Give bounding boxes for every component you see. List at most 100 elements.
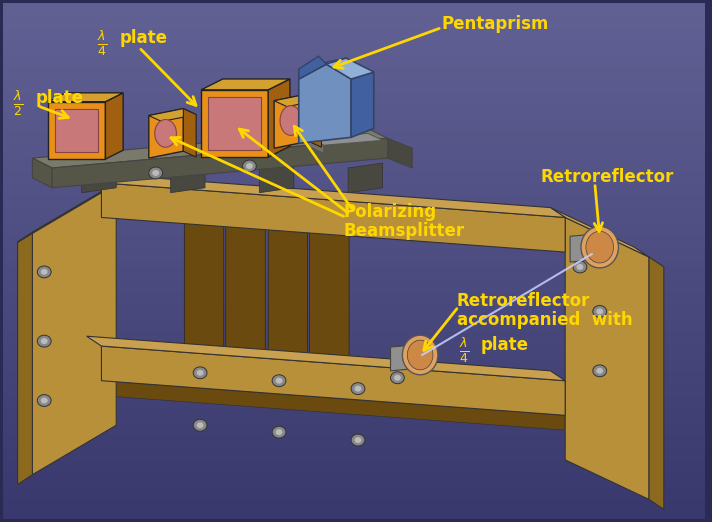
Bar <box>3 131 706 138</box>
Bar <box>3 402 706 409</box>
Polygon shape <box>82 163 116 193</box>
Ellipse shape <box>407 340 433 370</box>
Polygon shape <box>226 197 266 378</box>
Bar <box>3 312 706 319</box>
Bar <box>3 247 706 255</box>
Polygon shape <box>308 134 382 145</box>
Bar <box>3 137 706 145</box>
Polygon shape <box>101 346 565 416</box>
Polygon shape <box>170 163 205 193</box>
Ellipse shape <box>37 335 51 347</box>
Bar <box>3 195 706 203</box>
Bar <box>3 434 706 442</box>
Bar <box>3 112 706 119</box>
Ellipse shape <box>355 386 362 392</box>
Ellipse shape <box>246 163 253 169</box>
Bar <box>3 454 706 461</box>
Bar <box>3 409 706 416</box>
Bar <box>3 350 706 358</box>
Ellipse shape <box>197 370 204 376</box>
Ellipse shape <box>577 264 583 270</box>
Bar <box>3 499 706 506</box>
Bar <box>3 467 706 474</box>
Bar <box>3 480 706 487</box>
Polygon shape <box>268 201 308 383</box>
Bar <box>3 157 706 164</box>
Ellipse shape <box>37 395 51 407</box>
Text: accompanied  with: accompanied with <box>456 312 632 329</box>
Ellipse shape <box>593 305 607 317</box>
Polygon shape <box>18 232 32 484</box>
Bar <box>3 415 706 422</box>
Polygon shape <box>268 79 290 157</box>
Polygon shape <box>274 94 321 106</box>
Text: Pentaprism: Pentaprism <box>442 15 549 33</box>
Polygon shape <box>259 163 294 193</box>
Bar <box>3 202 706 209</box>
Bar <box>3 163 706 171</box>
Polygon shape <box>390 343 434 371</box>
Text: $\frac{\lambda}{4}$: $\frac{\lambda}{4}$ <box>459 336 469 365</box>
Ellipse shape <box>351 383 365 395</box>
Bar <box>3 2 706 9</box>
Bar <box>3 299 706 306</box>
Ellipse shape <box>193 367 207 379</box>
Polygon shape <box>299 64 351 143</box>
Text: Beamsplitter: Beamsplitter <box>343 222 464 241</box>
Bar <box>3 512 706 519</box>
Bar <box>3 344 706 351</box>
Bar <box>3 150 706 158</box>
Bar <box>3 338 706 345</box>
Bar <box>3 21 706 29</box>
Bar <box>3 266 706 274</box>
Polygon shape <box>570 232 614 262</box>
Polygon shape <box>101 183 565 252</box>
Polygon shape <box>48 93 123 102</box>
Bar <box>3 60 706 67</box>
Bar <box>3 15 706 22</box>
Bar <box>3 183 706 190</box>
Polygon shape <box>274 94 308 148</box>
Polygon shape <box>348 163 382 193</box>
Ellipse shape <box>37 266 51 278</box>
Bar <box>3 66 706 74</box>
Polygon shape <box>149 109 183 158</box>
Bar <box>3 241 706 248</box>
Ellipse shape <box>193 419 207 431</box>
Ellipse shape <box>272 375 286 387</box>
Polygon shape <box>184 193 224 374</box>
Ellipse shape <box>41 269 48 275</box>
Polygon shape <box>326 58 374 79</box>
Bar <box>3 28 706 35</box>
Ellipse shape <box>197 422 204 428</box>
Ellipse shape <box>41 338 48 344</box>
Text: Polarizing: Polarizing <box>343 203 436 221</box>
Ellipse shape <box>390 372 404 384</box>
Bar <box>3 292 706 300</box>
Bar <box>3 279 706 287</box>
Bar <box>3 144 706 151</box>
Polygon shape <box>48 102 105 159</box>
Bar <box>3 254 706 261</box>
Bar <box>3 370 706 377</box>
Polygon shape <box>149 109 197 122</box>
Bar <box>3 273 706 280</box>
Bar <box>3 421 706 429</box>
Bar <box>3 376 706 384</box>
Polygon shape <box>201 90 268 157</box>
Ellipse shape <box>351 434 365 446</box>
Bar <box>3 215 706 222</box>
Polygon shape <box>32 128 387 168</box>
Bar <box>3 318 706 326</box>
Bar <box>3 8 706 16</box>
Ellipse shape <box>586 231 614 263</box>
Ellipse shape <box>402 335 438 375</box>
Text: $\frac{\lambda}{2}$: $\frac{\lambda}{2}$ <box>13 89 23 118</box>
Bar <box>3 41 706 48</box>
Ellipse shape <box>276 378 283 384</box>
Ellipse shape <box>596 309 603 314</box>
Polygon shape <box>87 173 565 218</box>
Polygon shape <box>101 381 565 430</box>
Bar <box>3 260 706 267</box>
Ellipse shape <box>155 120 177 147</box>
